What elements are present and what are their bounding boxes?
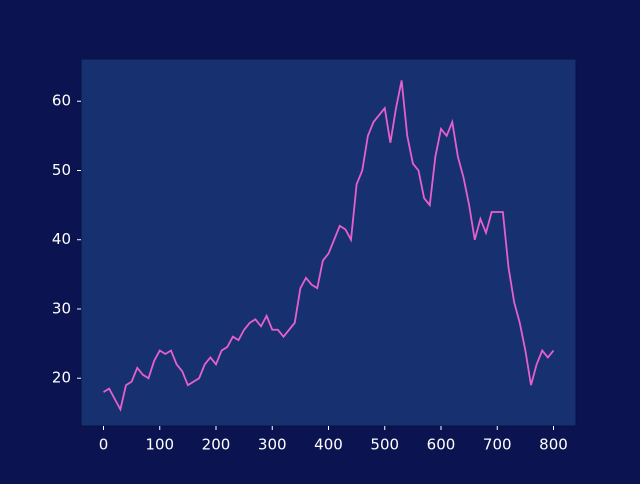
x-tick-label: 100 [145, 436, 174, 454]
x-tick-label: 200 [202, 436, 231, 454]
plot-area [80, 58, 577, 427]
x-tick-label: 300 [258, 436, 287, 454]
y-tick-label: 20 [52, 369, 71, 387]
y-tick-label: 60 [52, 92, 71, 110]
x-tick-label: 800 [539, 436, 568, 454]
y-tick-label: 30 [52, 299, 71, 317]
y-tick-label: 50 [52, 161, 71, 179]
x-tick-label: 400 [314, 436, 343, 454]
x-tick-label: 500 [370, 436, 399, 454]
x-tick-label: 0 [99, 436, 109, 454]
x-tick-label: 700 [483, 436, 512, 454]
line [103, 80, 555, 412]
y-tick-label: 40 [52, 230, 71, 248]
x-tick-label: 600 [427, 436, 456, 454]
